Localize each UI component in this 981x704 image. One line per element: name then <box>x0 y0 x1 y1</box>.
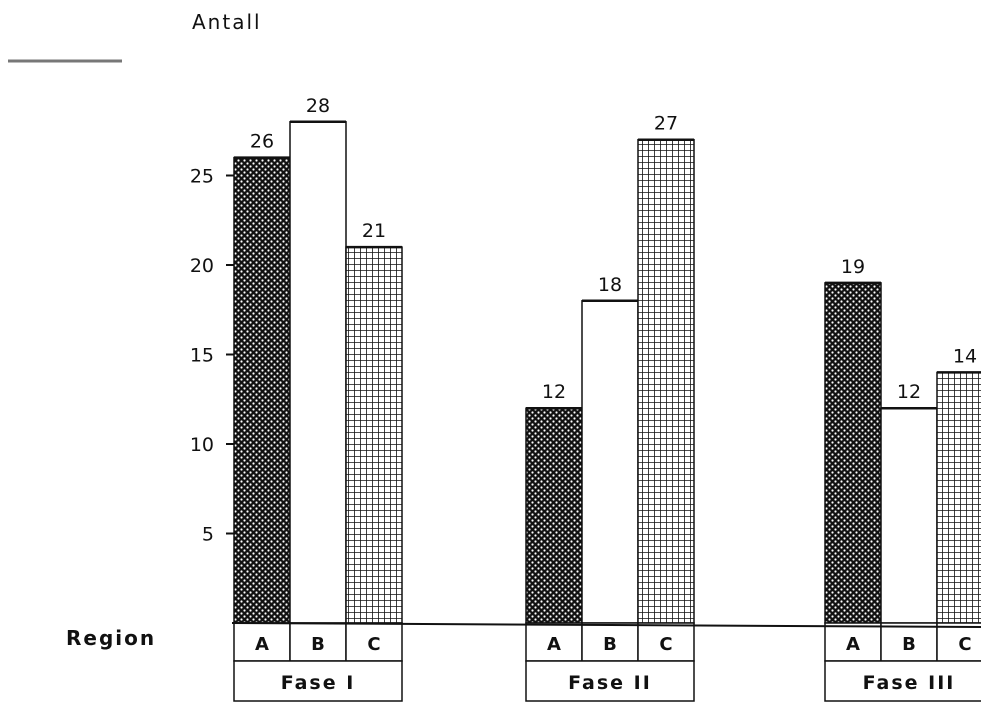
phase-box <box>824 660 981 702</box>
baseline <box>231 622 981 628</box>
bars: 26 28 21 12 18 27 19 12 14 <box>233 95 981 624</box>
phase-label: Fase III <box>863 672 956 694</box>
bar-value-label: 12 <box>542 381 566 403</box>
category-label: A <box>547 634 561 655</box>
phase-box <box>233 660 403 702</box>
y-axis-ticks: 5 10 15 20 25 <box>190 166 236 546</box>
bar-value-label: 12 <box>897 381 921 403</box>
category-label: B <box>311 634 325 655</box>
category-box <box>345 622 403 662</box>
bar <box>233 156 291 624</box>
bar <box>880 407 938 624</box>
phase-label: Fase I <box>281 672 356 694</box>
category-box <box>936 622 981 662</box>
category-box <box>525 622 583 662</box>
category-box <box>581 622 639 662</box>
category-label: B <box>902 634 916 655</box>
bar-value-label: 18 <box>598 274 622 296</box>
bar-value-label: 19 <box>841 256 865 278</box>
category-label: B <box>603 634 617 655</box>
category-label: A <box>255 634 269 655</box>
y-tick-label: 20 <box>190 255 214 277</box>
bar <box>345 246 403 624</box>
category-label: C <box>659 634 672 655</box>
y-tick-label: 5 <box>202 524 214 546</box>
y-tick-label: 15 <box>190 345 214 367</box>
y-tick-label: 25 <box>190 166 214 188</box>
category-box <box>880 622 938 662</box>
bar <box>289 121 347 624</box>
bar <box>936 371 981 624</box>
bar <box>824 282 882 624</box>
y-axis-title: Antall <box>192 10 262 34</box>
x-axis-title: Region <box>66 626 156 650</box>
bar <box>525 407 583 624</box>
bar-value-label: 26 <box>250 131 274 153</box>
category-label: C <box>958 634 971 655</box>
phase-label: Fase II <box>568 672 652 694</box>
bar-value-label: 27 <box>654 113 678 135</box>
bar-value-label: 21 <box>362 220 386 242</box>
bar-value-label: 14 <box>953 345 977 367</box>
phase-box <box>525 660 695 702</box>
bar <box>637 138 695 624</box>
bar <box>581 300 639 624</box>
bar-value-label: 28 <box>306 95 330 117</box>
y-tick-label: 10 <box>190 434 214 456</box>
category-label: C <box>367 634 380 655</box>
category-label: A <box>846 634 860 655</box>
